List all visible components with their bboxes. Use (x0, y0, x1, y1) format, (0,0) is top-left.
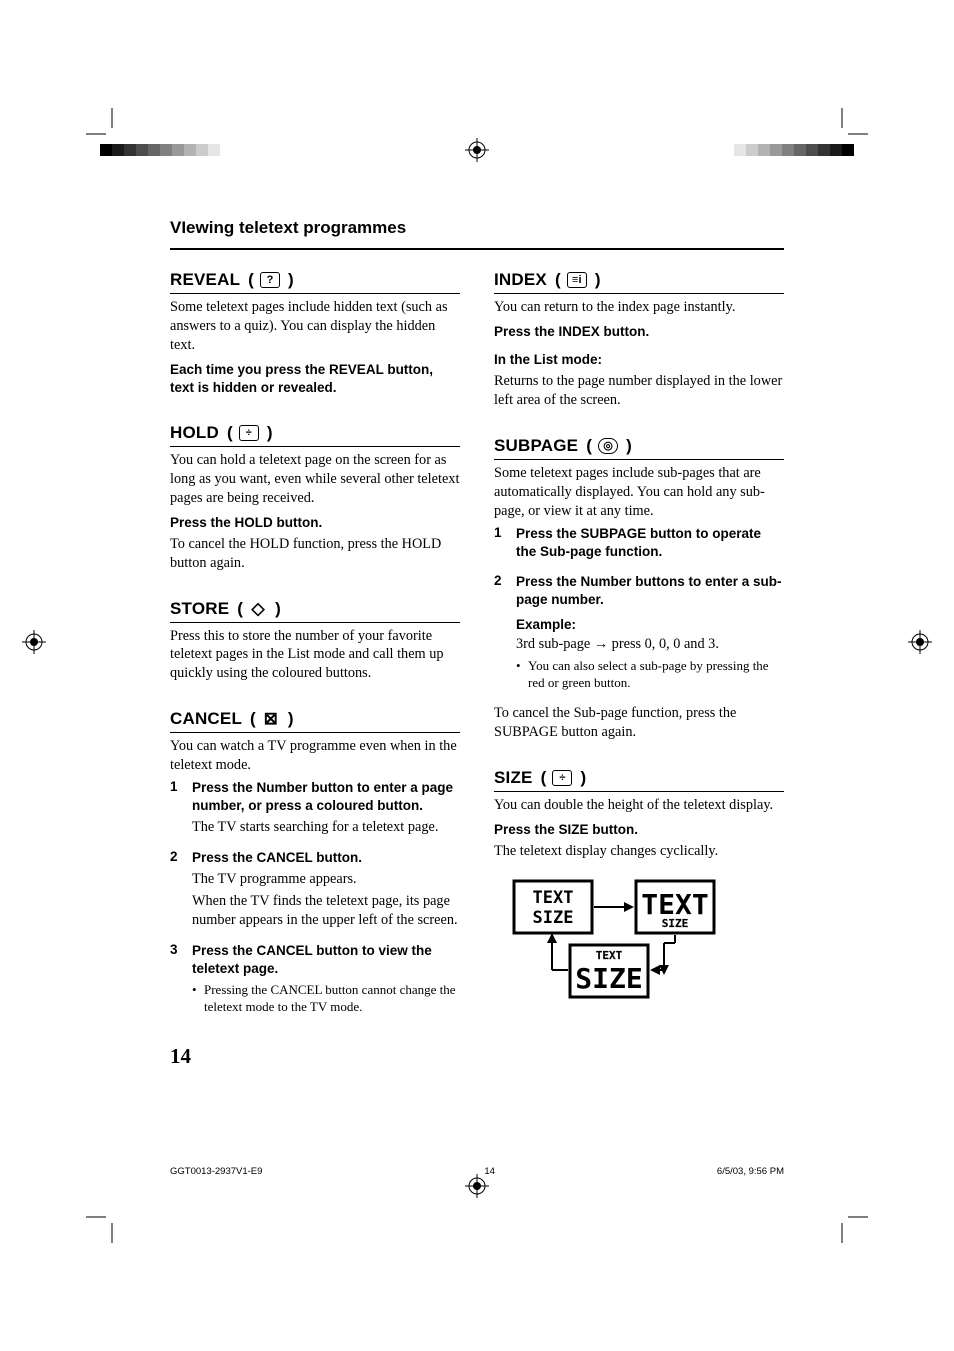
body-text: You can return to the index page instant… (494, 298, 784, 317)
step-body: When the TV finds the teletext page, its… (192, 892, 460, 930)
section-size: SIZE ( ÷ ) You can double the height of … (494, 768, 784, 1010)
bullet-item: Pressing the CANCEL button cannot change… (192, 982, 460, 1016)
example-text: 3rd sub-page → press 0, 0, 0 and 3. (516, 635, 784, 654)
body-text: To cancel the Sub-page function, press t… (494, 704, 784, 742)
step-number: 3 (170, 942, 178, 957)
step-body: The TV programme appears. (192, 870, 460, 889)
section-heading-store: STORE ( ◇ ) (170, 599, 460, 623)
svg-text:SIZE: SIZE (533, 908, 574, 928)
step-body: The TV starts searching for a teletext p… (192, 818, 460, 837)
reveal-icon: ? (260, 272, 280, 288)
grayscale-bars-left (100, 144, 220, 156)
list-item: 1 Press the SUBPAGE button to operate th… (494, 525, 784, 561)
instruction-bold: Press the INDEX button. (494, 323, 784, 341)
print-marks-top (0, 0, 954, 180)
instruction-bold: Each time you press the REVEAL button, t… (170, 361, 460, 397)
step-bullets: You can also select a sub-page by pressi… (516, 658, 784, 692)
section-subpage: SUBPAGE ( ◎ ) Some teletext pages includ… (494, 436, 784, 742)
step-title: Press the CANCEL button to view the tele… (192, 942, 460, 978)
section-reveal: REVEAL ( ? ) Some teletext pages include… (170, 270, 460, 397)
index-icon: ≡i (567, 272, 587, 288)
right-column: INDEX ( ≡i ) You can return to the index… (494, 270, 784, 1069)
step-title: Press the SUBPAGE button to operate the … (516, 525, 784, 561)
footer-left: GGT0013-2937V1-E9 (170, 1166, 262, 1177)
paren-open: ( (248, 270, 254, 290)
size-cycle-diagram: TEXT SIZE TEXT SIZE (494, 875, 784, 1010)
section-index: INDEX ( ≡i ) You can return to the index… (494, 270, 784, 410)
step-title: Press the Number buttons to enter a sub-… (516, 573, 784, 609)
section-heading-reveal: REVEAL ( ? ) (170, 270, 460, 294)
grayscale-bars-right (734, 144, 854, 156)
store-icon: ◇ (249, 600, 267, 618)
heading-text: HOLD (170, 423, 219, 443)
page-title-rule (170, 248, 784, 250)
list-item: 3 Press the CANCEL button to view the te… (170, 942, 460, 1016)
cancel-icon: ⊠ (262, 710, 280, 728)
section-heading-subpage: SUBPAGE ( ◎ ) (494, 436, 784, 460)
section-hold: HOLD ( ÷ ) You can hold a teletext page … (170, 423, 460, 573)
step-number: 2 (170, 849, 178, 864)
svg-text:TEXT: TEXT (596, 949, 623, 962)
body-text: The teletext display changes cyclically. (494, 842, 784, 861)
list-item: 1 Press the Number button to enter a pag… (170, 779, 460, 837)
section-cancel: CANCEL ( ⊠ ) You can watch a TV programm… (170, 709, 460, 1016)
svg-text:SIZE: SIZE (662, 917, 689, 930)
section-store: STORE ( ◇ ) Press this to store the numb… (170, 599, 460, 684)
svg-text:TEXT: TEXT (533, 888, 574, 908)
footer-right: 6/5/03, 9:56 PM (717, 1166, 784, 1177)
body-text: You can watch a TV programme even when i… (170, 737, 460, 775)
body-text: Some teletext pages include sub-pages th… (494, 464, 784, 521)
heading-text: SIZE (494, 768, 533, 788)
section-heading-hold: HOLD ( ÷ ) (170, 423, 460, 447)
step-title: Press the CANCEL button. (192, 849, 460, 867)
left-column: REVEAL ( ? ) Some teletext pages include… (170, 270, 460, 1069)
registration-mark-bottom (465, 1174, 489, 1203)
bullet-item: You can also select a sub-page by pressi… (516, 658, 784, 692)
step-bullets: Pressing the CANCEL button cannot change… (192, 982, 460, 1016)
heading-text: REVEAL (170, 270, 240, 290)
svg-text:SIZE: SIZE (575, 962, 642, 995)
list-item: 2 Press the Number buttons to enter a su… (494, 573, 784, 692)
hold-icon: ÷ (239, 425, 259, 441)
section-heading-size: SIZE ( ÷ ) (494, 768, 784, 792)
document-page: VIewing teletext programmes REVEAL ( ? )… (0, 0, 954, 1351)
page-content: VIewing teletext programmes REVEAL ( ? )… (0, 218, 954, 1129)
instruction-bold: Press the HOLD button. (170, 514, 460, 532)
step-number: 1 (170, 779, 178, 794)
subpage-steps: 1 Press the SUBPAGE button to operate th… (494, 525, 784, 693)
body-text: To cancel the HOLD function, press the H… (170, 535, 460, 573)
section-heading-cancel: CANCEL ( ⊠ ) (170, 709, 460, 733)
body-text: Returns to the page number displayed in … (494, 372, 784, 410)
two-column-layout: REVEAL ( ? ) Some teletext pages include… (170, 270, 784, 1069)
instruction-bold: Press the SIZE button. (494, 821, 784, 839)
step-number: 1 (494, 525, 502, 540)
step-title: Press the Number button to enter a page … (192, 779, 460, 815)
step-number: 2 (494, 573, 502, 588)
heading-text: SUBPAGE (494, 436, 578, 456)
body-text: Some teletext pages include hidden text … (170, 298, 460, 355)
page-title: VIewing teletext programmes (170, 218, 784, 238)
section-heading-index: INDEX ( ≡i ) (494, 270, 784, 294)
subpage-icon: ◎ (598, 438, 618, 454)
page-number: 14 (170, 1044, 460, 1069)
list-item: 2 Press the CANCEL button. The TV progra… (170, 849, 460, 930)
body-text: You can double the height of the teletex… (494, 796, 784, 815)
crop-mark-bottom-left (86, 1207, 122, 1243)
registration-mark-top (465, 138, 489, 162)
body-text: You can hold a teletext page on the scre… (170, 451, 460, 508)
crop-mark-bottom-right (832, 1207, 868, 1243)
heading-text: INDEX (494, 270, 547, 290)
example-label: Example: (516, 617, 784, 632)
heading-text: STORE (170, 599, 229, 619)
cancel-steps: 1 Press the Number button to enter a pag… (170, 779, 460, 1016)
size-icon: ÷ (552, 770, 572, 786)
body-text: Press this to store the number of your f… (170, 627, 460, 684)
subheading-bold: In the List mode: (494, 351, 784, 369)
paren-close: ) (288, 270, 294, 290)
heading-text: CANCEL (170, 709, 242, 729)
